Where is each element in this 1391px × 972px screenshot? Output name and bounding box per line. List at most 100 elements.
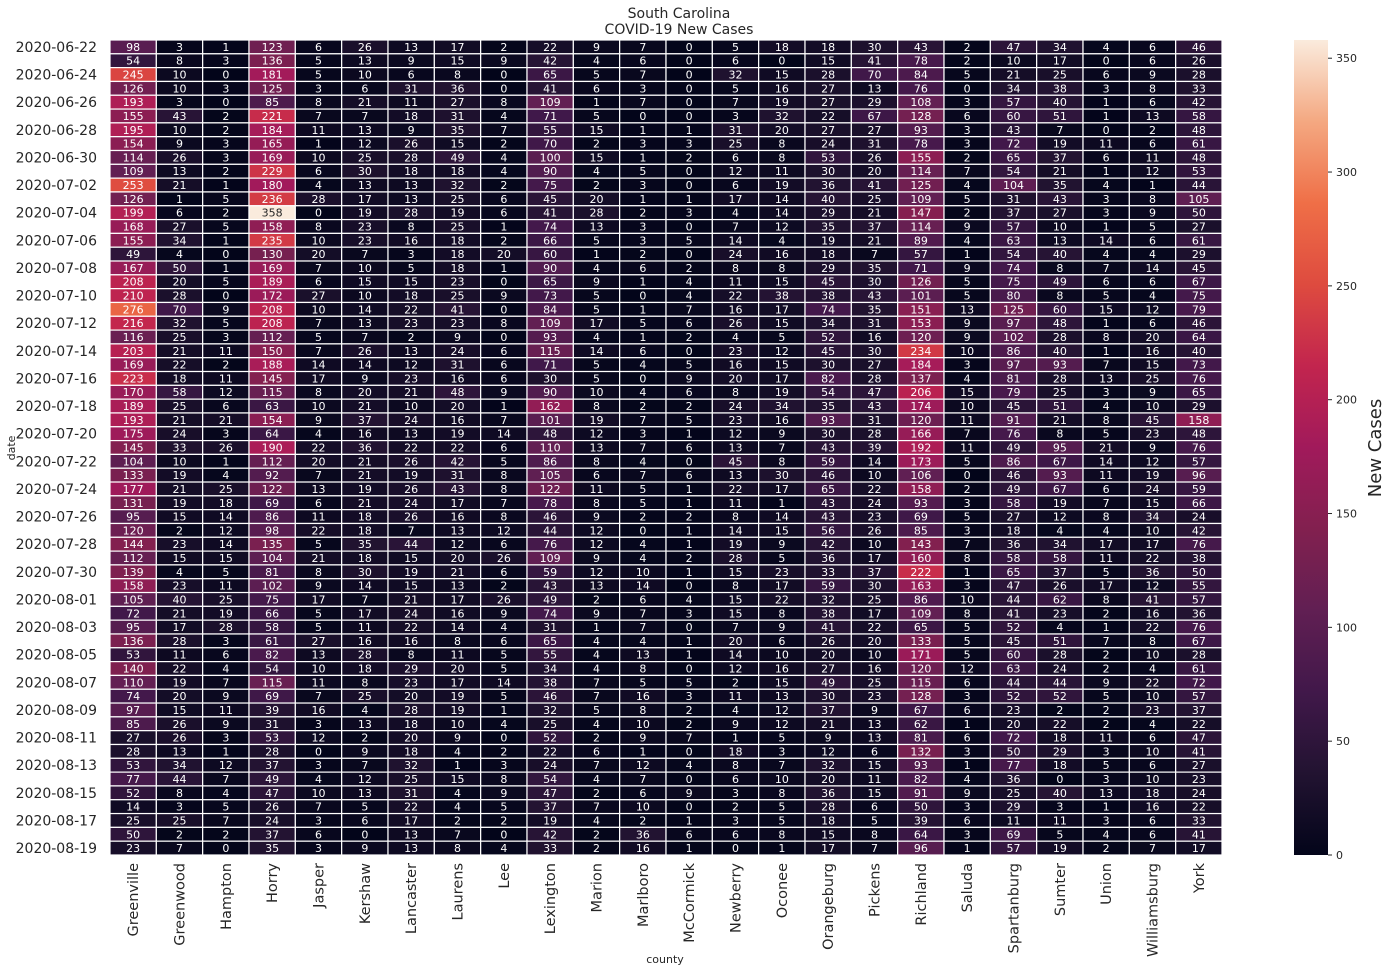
cell-value-label: 10 xyxy=(636,566,650,579)
cell-value-label: 54 xyxy=(126,55,140,68)
cell-value-label: 9 xyxy=(778,428,785,441)
cell-value-label: 1 xyxy=(1103,96,1110,109)
cell-value-label: 41 xyxy=(543,82,557,95)
cell-value-label: 25 xyxy=(729,138,743,151)
cell-value-label: 9 xyxy=(454,732,461,745)
cell-value-label: 13 xyxy=(358,718,372,731)
cell-value-label: 17 xyxy=(775,303,789,316)
cell-value-label: 110 xyxy=(123,676,144,689)
cell-value-label: 8 xyxy=(500,469,507,482)
cell-value-label: 2 xyxy=(222,110,229,123)
cell-value-label: 33 xyxy=(1192,82,1206,95)
cell-value-label: 6 xyxy=(686,317,693,330)
cell-value-label: 195 xyxy=(123,124,144,137)
cell-value-label: 2 xyxy=(593,828,600,841)
cell-value-label: 40 xyxy=(1053,787,1067,800)
cell-value-label: 16 xyxy=(358,428,372,441)
cell-value-label: 18 xyxy=(173,372,187,385)
cell-value-label: 13 xyxy=(868,718,882,731)
cell-value-label: 6 xyxy=(1103,151,1110,164)
cell-value-label: 35 xyxy=(451,124,465,137)
cell-value-label: 61 xyxy=(1192,234,1206,247)
cell-value-label: 0 xyxy=(778,55,785,68)
cell-value-label: 10 xyxy=(960,345,974,358)
cell-value-label: 80 xyxy=(1007,290,1021,303)
cell-value-label: 22 xyxy=(868,483,882,496)
cell-value-label: 32 xyxy=(173,317,187,330)
cell-value-label: 64 xyxy=(1192,331,1206,344)
cell-value-label: 17 xyxy=(358,193,372,206)
cell-value-label: 32 xyxy=(404,759,418,772)
cell-value-label: 19 xyxy=(590,414,604,427)
cell-value-label: 9 xyxy=(408,55,415,68)
cell-value-label: 17 xyxy=(868,607,882,620)
cell-value-label: 18 xyxy=(1146,787,1160,800)
cell-value-label: 2 xyxy=(500,179,507,192)
cell-value-label: 36 xyxy=(821,552,835,565)
cell-value-label: 6 xyxy=(315,828,322,841)
cell-value-label: 0 xyxy=(1103,124,1110,137)
cell-value-label: 10 xyxy=(636,801,650,814)
cell-value-label: 25 xyxy=(126,814,140,827)
cell-value-label: 57 xyxy=(1007,220,1021,233)
cell-value-label: 9 xyxy=(593,552,600,565)
cell-value-label: 23 xyxy=(126,842,140,855)
cell-value-label: 26 xyxy=(868,151,882,164)
cell-value-label: 41 xyxy=(1007,607,1021,620)
cell-value-label: 11 xyxy=(1053,814,1067,827)
cell-value-label: 65 xyxy=(543,69,557,82)
cell-value-label: 17 xyxy=(868,552,882,565)
cell-value-label: 4 xyxy=(500,151,507,164)
cell-value-label: 0 xyxy=(639,110,646,123)
cell-value-label: 3 xyxy=(639,179,646,192)
cell-value-label: 9 xyxy=(778,621,785,634)
cell-value-label: 6 xyxy=(964,110,971,123)
cell-value-label: 28 xyxy=(1192,649,1206,662)
cell-value-label: 2 xyxy=(686,552,693,565)
cell-value-label: 181 xyxy=(262,69,283,82)
cell-value-label: 90 xyxy=(543,386,557,399)
cell-value-label: 24 xyxy=(729,248,743,261)
cell-value-label: 14 xyxy=(729,234,743,247)
cell-value-label: 9 xyxy=(686,372,693,385)
cell-value-label: 35 xyxy=(821,220,835,233)
cell-value-label: 86 xyxy=(1007,455,1021,468)
cell-value-label: 158 xyxy=(262,220,283,233)
cell-value-label: 4 xyxy=(1149,663,1156,676)
cell-value-label: 15 xyxy=(775,359,789,372)
cell-value-label: 28 xyxy=(173,635,187,648)
cell-value-label: 0 xyxy=(686,179,693,192)
cell-value-label: 0 xyxy=(686,165,693,178)
cell-value-label: 36 xyxy=(1192,607,1206,620)
cell-value-label: 13 xyxy=(404,345,418,358)
cell-value-label: 8 xyxy=(361,676,368,689)
cell-value-label: 76 xyxy=(543,538,557,551)
cell-value-label: 114 xyxy=(910,165,931,178)
cell-value-label: 26 xyxy=(173,732,187,745)
cell-value-label: 19 xyxy=(775,386,789,399)
cell-value-label: 4 xyxy=(593,814,600,827)
cell-value-label: 3 xyxy=(1056,801,1063,814)
cell-value-label: 21 xyxy=(821,718,835,731)
cell-value-label: 13 xyxy=(358,787,372,800)
cell-value-label: 23 xyxy=(729,414,743,427)
cell-value-label: 34 xyxy=(173,234,187,247)
cell-value-label: 11 xyxy=(173,649,187,662)
cell-value-label: 2 xyxy=(500,234,507,247)
cell-value-label: 53 xyxy=(1192,165,1206,178)
cell-value-label: 15 xyxy=(821,828,835,841)
cell-value-label: 155 xyxy=(910,151,931,164)
cell-value-label: 7 xyxy=(408,524,415,537)
cell-value-label: 15 xyxy=(590,124,604,137)
cell-value-label: 24 xyxy=(404,497,418,510)
cell-value-label: 34 xyxy=(775,400,789,413)
cell-value-label: 3 xyxy=(315,842,322,855)
cell-value-label: 76 xyxy=(1192,621,1206,634)
cell-value-label: 3 xyxy=(686,607,693,620)
cell-value-label: 25 xyxy=(451,220,465,233)
cell-value-label: 24 xyxy=(1146,483,1160,496)
cell-value-label: 7 xyxy=(871,842,878,855)
cell-value-label: 1 xyxy=(778,842,785,855)
cell-value-label: 31 xyxy=(729,124,743,137)
